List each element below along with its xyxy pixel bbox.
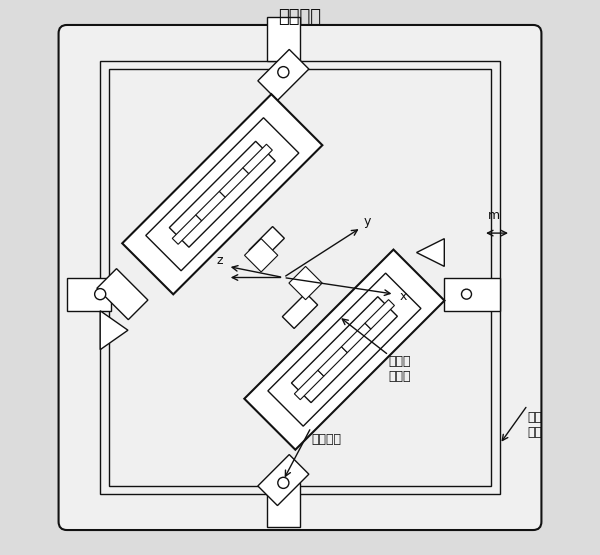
Polygon shape [289, 266, 322, 300]
Polygon shape [196, 191, 225, 221]
FancyBboxPatch shape [59, 25, 541, 530]
Text: 功分馈
电单元: 功分馈 电单元 [389, 355, 412, 383]
Bar [266, 483, 300, 527]
Polygon shape [146, 118, 299, 271]
Circle shape [278, 67, 289, 78]
Circle shape [278, 477, 289, 488]
Polygon shape [258, 455, 309, 506]
Polygon shape [169, 142, 275, 247]
Text: 金属过孔: 金属过孔 [311, 433, 341, 446]
Polygon shape [122, 94, 322, 294]
Text: m: m [488, 209, 500, 222]
Polygon shape [416, 239, 444, 266]
Bar [100, 61, 500, 494]
Bar [67, 278, 111, 311]
Polygon shape [292, 297, 397, 402]
Circle shape [95, 289, 106, 300]
Bar [109, 69, 491, 486]
Text: 天线基板: 天线基板 [278, 8, 322, 26]
Polygon shape [365, 300, 394, 329]
Polygon shape [249, 226, 284, 262]
Polygon shape [245, 239, 278, 272]
Polygon shape [295, 370, 324, 400]
Polygon shape [97, 269, 148, 320]
Polygon shape [258, 49, 309, 100]
Polygon shape [243, 144, 272, 174]
Polygon shape [172, 215, 202, 244]
Bar [444, 278, 500, 311]
Polygon shape [341, 323, 371, 352]
Polygon shape [220, 168, 249, 197]
Polygon shape [268, 273, 421, 426]
Circle shape [461, 289, 472, 299]
Polygon shape [244, 250, 445, 450]
Text: z: z [217, 254, 223, 268]
Polygon shape [100, 311, 128, 350]
Bar [266, 17, 300, 61]
Polygon shape [318, 347, 347, 376]
Text: y: y [364, 215, 371, 229]
Text: 辐射
单元: 辐射 单元 [527, 411, 542, 438]
Polygon shape [283, 293, 317, 329]
Text: x: x [400, 290, 407, 304]
